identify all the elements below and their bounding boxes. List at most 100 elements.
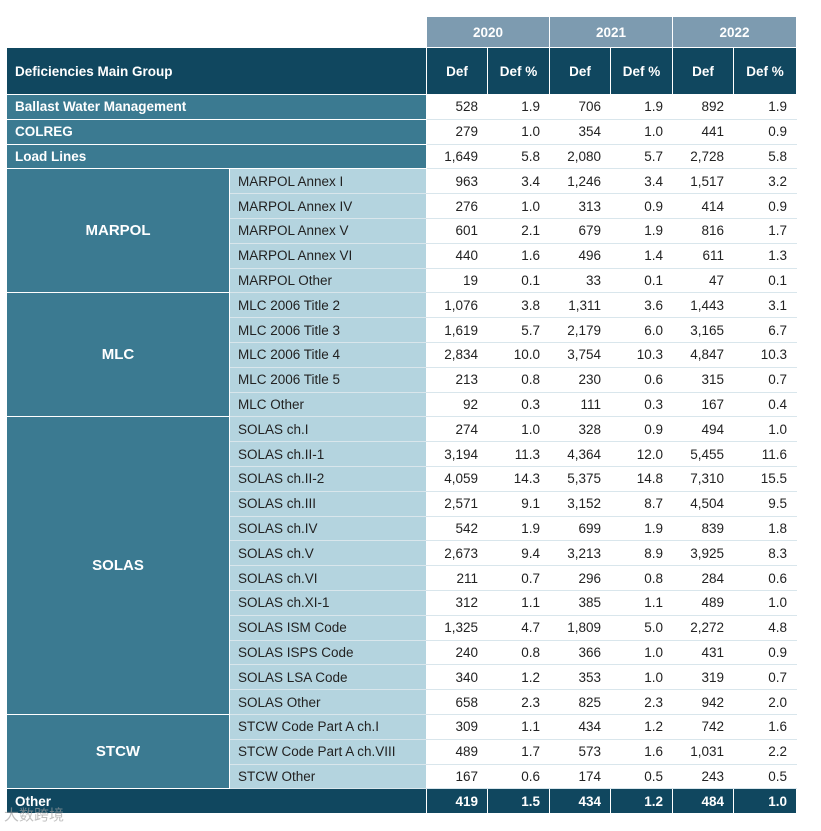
def-value: 414 [672,193,735,219]
def-value: 1,619 [426,317,488,343]
def-value: 167 [672,391,735,418]
def-value: 892 [672,94,735,120]
def-value: 573 [549,738,612,765]
def-value: 313 [549,193,612,219]
subgroup-label: MLC 2006 Title 5 [229,366,427,393]
def-value: 679 [549,217,612,244]
year-header-row: 2020 2021 2022 [6,16,798,48]
def-value: 441 [672,118,735,145]
def-pct-value: 1.9 [486,515,551,542]
def-pct-value: 2.2 [733,738,798,765]
def-pct-value: 5.7 [610,143,674,170]
def-pct-value: 1.2 [610,788,674,815]
group-label: Load Lines [6,143,427,170]
def-pct-value: 1.9 [610,217,674,244]
def-value: 816 [672,217,735,244]
table-row: STCW Other 167 0.6 174 0.5 243 0.5 [7,763,798,790]
def-pct-value: 5.8 [486,143,551,170]
def-value: 167 [426,763,488,790]
def-pct-value: 3.4 [486,168,551,195]
column-header-row: Deficiencies Main Group Def Def % Def De… [6,47,798,95]
def-pct-value: 2.1 [486,217,551,244]
def-pct-value: 1.9 [486,94,551,120]
def-value: 611 [672,242,735,269]
def-value: 2,571 [426,490,488,517]
def-value: 484 [672,788,735,815]
def-pct-value: 2.3 [486,689,551,715]
def-value: 276 [426,193,488,219]
def-pct-value: 5.0 [610,614,674,641]
deficiencies-table: 2020 2021 2022 Deficiencies Main Group D… [6,16,798,815]
table-row: SOLAS Other 658 2.3 825 2.3 942 2.0 [7,689,798,715]
def-pct-value: 1.0 [733,788,798,815]
def-pct-value: 0.8 [486,639,551,666]
def-value: 366 [549,639,612,666]
def-value: 92 [426,391,488,418]
def-value: 1,443 [672,292,735,319]
table-row: COLREG 279 1.0 354 1.0 441 0.9 [6,118,798,145]
def-pct-value: 9.5 [733,490,798,517]
def-value: 240 [426,639,488,666]
table-row: MLC 2006 Title 4 2,834 10.0 3,754 10.3 4,847 1… [7,341,798,368]
def-pct-value: 0.1 [610,267,674,294]
def-value: 4,059 [426,465,488,492]
table-row: MLC 2006 Title 3 1,619 5.7 2,179 6.0 3,165 6.7 [7,317,798,343]
def-value: 963 [426,168,488,195]
def-value: 213 [426,366,488,393]
def-pct-value: 1.0 [610,664,674,691]
def-value: 1,649 [426,143,488,170]
def-value: 296 [549,565,612,591]
def-pct-value: 0.7 [486,565,551,591]
def-value: 1,246 [549,168,612,195]
def-pct-value: 0.9 [733,118,798,145]
def-value: 1,076 [426,292,488,319]
def-pct-value: 0.7 [733,664,798,691]
subgroup-label: SOLAS ch.XI-1 [229,589,427,616]
def-pct-value: 1.0 [486,193,551,219]
subgroup-label: SOLAS Other [229,689,427,715]
def-pct-value: 10.0 [486,341,551,368]
def-pct-value: 11.6 [733,441,798,467]
def-pct-value: 0.8 [486,366,551,393]
def-pct-value: 0.5 [610,763,674,790]
subgroup-label: SOLAS ch.IV [229,515,427,542]
table-row: SOLAS ISM Code 1,325 4.7 1,809 5.0 2,272 4.8 [7,614,798,641]
def-value: 340 [426,664,488,691]
subgroup-label: SOLAS ch.II-2 [229,465,427,492]
table-row: SOLAS ch.III 2,571 9.1 3,152 8.7 4,504 9.5 [7,490,798,517]
watermark: 大数跨境 [4,806,65,824]
def-pct-value: 0.6 [610,366,674,393]
def-pct-value: 0.9 [610,193,674,219]
def-pct-value: 0.3 [486,391,551,418]
def-value: 3,213 [549,540,612,567]
group-label: MARPOL [6,168,230,294]
def-pct-value: 1.9 [610,515,674,542]
group-label: COLREG [6,118,427,145]
def-pct-value: 1.0 [486,416,551,443]
def-value: 1,325 [426,614,488,641]
group-label: SOLAS [6,416,230,715]
def-column-header: Def [672,47,735,95]
def-value: 2,728 [672,143,735,170]
def-pct-column-header: Def % [610,47,674,95]
def-value: 3,925 [672,540,735,567]
def-value: 174 [549,763,612,790]
subgroup-label: SOLAS LSA Code [229,664,427,691]
group-label: Ballast Water Management [6,94,427,120]
def-pct-value: 5.7 [486,317,551,343]
subgroup-label: STCW Code Part A ch.VIII [229,738,427,765]
def-value: 1,809 [549,614,612,641]
subgroup-label: SOLAS ISM Code [229,614,427,641]
def-value: 2,673 [426,540,488,567]
def-value: 353 [549,664,612,691]
subgroup-label: MARPOL Annex IV [229,193,427,219]
table-row: SOLAS ISPS Code 240 0.8 366 1.0 431 0.9 [7,639,798,666]
def-pct-value: 1.2 [610,713,674,740]
def-pct-value: 0.6 [486,763,551,790]
def-pct-value: 0.9 [733,639,798,666]
table-row: SOLAS ch.XI-1 312 1.1 385 1.1 489 1.0 [7,589,798,616]
def-pct-value: 1.0 [610,118,674,145]
def-pct-value: 10.3 [610,341,674,368]
subgroup-label: MARPOL Annex I [229,168,427,195]
def-value: 699 [549,515,612,542]
